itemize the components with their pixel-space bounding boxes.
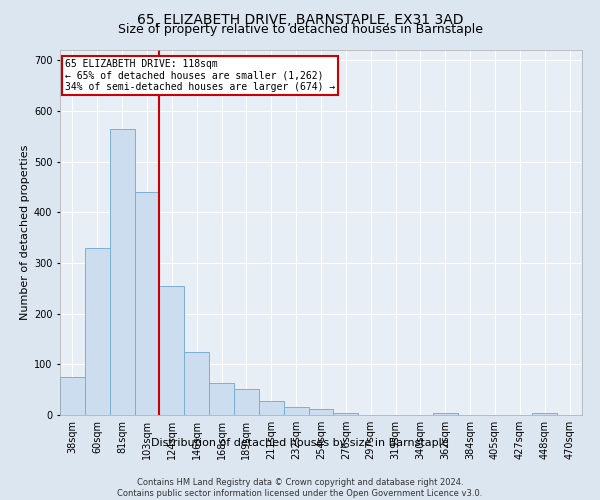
Text: Distribution of detached houses by size in Barnstaple: Distribution of detached houses by size …	[151, 438, 449, 448]
Bar	[184, 352, 209, 415]
Bar	[234, 388, 259, 415]
Bar	[433, 413, 458, 415]
Bar	[259, 401, 284, 415]
Bar	[532, 413, 557, 415]
Bar	[334, 413, 358, 415]
Bar	[85, 248, 110, 415]
Text: Contains HM Land Registry data © Crown copyright and database right 2024.
Contai: Contains HM Land Registry data © Crown c…	[118, 478, 482, 498]
Text: 65, ELIZABETH DRIVE, BARNSTAPLE, EX31 3AD: 65, ELIZABETH DRIVE, BARNSTAPLE, EX31 3A…	[137, 12, 463, 26]
Text: Size of property relative to detached houses in Barnstaple: Size of property relative to detached ho…	[118, 22, 482, 36]
Bar	[60, 377, 85, 415]
Y-axis label: Number of detached properties: Number of detached properties	[20, 145, 29, 320]
Bar	[209, 383, 234, 415]
Bar	[160, 286, 184, 415]
Bar	[134, 192, 160, 415]
Bar	[284, 408, 308, 415]
Text: 65 ELIZABETH DRIVE: 118sqm
← 65% of detached houses are smaller (1,262)
34% of s: 65 ELIZABETH DRIVE: 118sqm ← 65% of deta…	[65, 59, 335, 92]
Bar	[110, 128, 134, 415]
Bar	[308, 410, 334, 415]
